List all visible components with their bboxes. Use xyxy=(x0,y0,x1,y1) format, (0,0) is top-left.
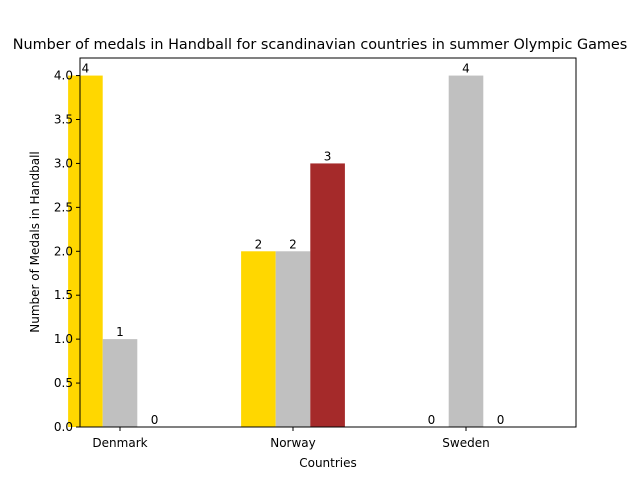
y-tick-label: 3.0 xyxy=(54,156,73,170)
plot-frame xyxy=(79,57,577,428)
data-label-silver-denmark: 1 xyxy=(116,325,124,339)
x-tick-label-norway: Norway xyxy=(270,436,316,450)
y-tick-label: 3.5 xyxy=(54,113,73,127)
chart-title: Number of medals in Handball for scandin… xyxy=(13,37,628,53)
data-label-bronze-norway: 3 xyxy=(324,149,332,163)
bar-bronze-norway xyxy=(310,163,345,427)
data-label-gold-sweden: 0 xyxy=(428,413,436,427)
x-axis-label: Countries xyxy=(299,456,357,470)
y-tick-label: 0.5 xyxy=(54,376,73,390)
bar-gold-denmark xyxy=(68,75,103,427)
data-label-gold-denmark: 4 xyxy=(82,62,90,76)
y-tick-label: 1.0 xyxy=(54,332,73,346)
data-label-gold-norway: 2 xyxy=(255,237,263,251)
bar-silver-sweden xyxy=(448,75,484,427)
bar-silver-denmark xyxy=(102,339,138,427)
y-tick-label: 0.0 xyxy=(54,420,73,434)
y-tick-label: 4.0 xyxy=(54,69,73,83)
x-tick-label-sweden: Sweden xyxy=(442,436,489,450)
data-label-silver-norway: 2 xyxy=(289,237,297,251)
x-axis: Denmark Norway Sweden xyxy=(92,427,490,450)
data-label-silver-sweden: 4 xyxy=(462,62,470,76)
bar-gold-norway xyxy=(241,251,276,427)
x-tick-label-denmark: Denmark xyxy=(92,436,147,450)
y-axis: 0.0 0.5 1.0 1.5 2.0 2.5 3.0 3.5 4.0 xyxy=(54,69,80,434)
y-tick-label: 2.0 xyxy=(54,244,73,258)
y-tick-label: 2.5 xyxy=(54,200,73,214)
bars-layer xyxy=(68,75,484,427)
y-axis-label: Number of Medals in Handball xyxy=(28,151,42,333)
bar-silver-norway xyxy=(275,251,311,427)
y-tick-label: 1.5 xyxy=(54,288,73,302)
data-label-bronze-sweden: 0 xyxy=(497,413,505,427)
bar-labels-layer: 4 1 0 2 2 3 0 4 0 xyxy=(82,62,505,427)
data-label-bronze-denmark: 0 xyxy=(151,413,159,427)
